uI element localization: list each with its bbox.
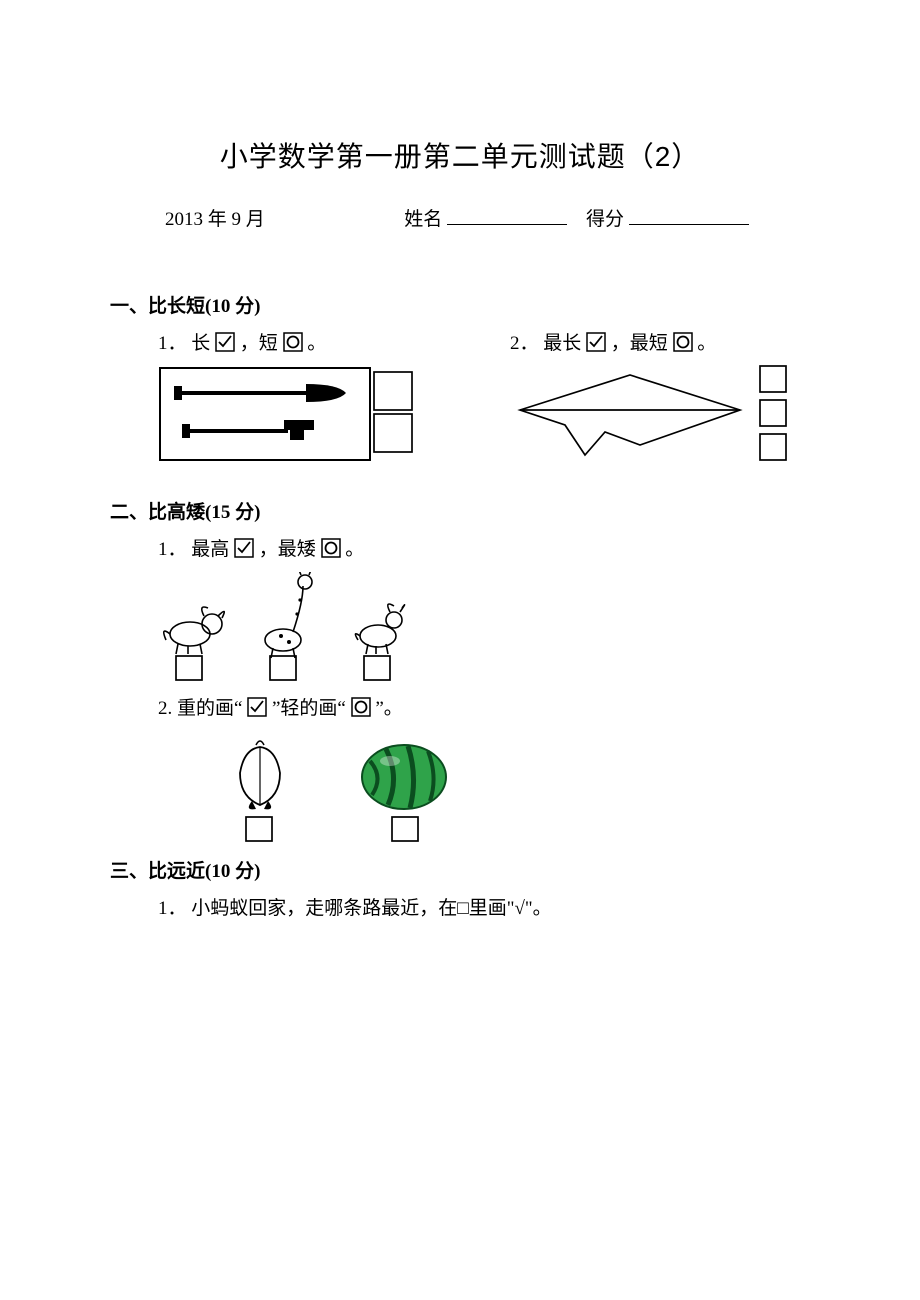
- page: 小学数学第一册第二单元测试题（2） 2013 年 9 月 姓名 得分 一、比长短…: [0, 0, 920, 968]
- q1-2-word-longest: 最长: [543, 333, 581, 354]
- section-1-body: 1． 长 ，短 。: [110, 328, 810, 475]
- q1-2-period: 。: [697, 333, 716, 354]
- circle-in-box-icon: [351, 697, 371, 723]
- score-label: 得分: [586, 209, 624, 230]
- circle-in-box-icon: [673, 332, 693, 358]
- q1-1-word-long: 长: [191, 333, 210, 354]
- q1-1-word-short: ，短: [240, 333, 278, 354]
- q2-1-index: 1．: [158, 539, 187, 560]
- section-2-heading: 二、比高矮(15 分): [110, 497, 810, 524]
- info-line: 2013 年 9 月 姓名 得分: [165, 203, 810, 231]
- section-2-title: 比高矮: [148, 502, 205, 523]
- q1-1-period: 。: [307, 333, 326, 354]
- q3-1-index: 1．: [158, 898, 187, 919]
- q2-2-text-c: ”。: [375, 698, 402, 719]
- section-1-num: 一、: [110, 296, 148, 317]
- score-blank[interactable]: [629, 203, 749, 225]
- q2-1-period: 。: [345, 539, 364, 560]
- date-text: 2013 年 9 月: [165, 209, 265, 230]
- q2-1-prompt: 1． 最高 ，最矮 。: [158, 534, 810, 564]
- kite-figure: [510, 360, 810, 475]
- q3-1-text: 小蚂蚁回家，走哪条路最近，在□里画"√"。: [191, 898, 551, 919]
- animals-figure: [158, 572, 810, 687]
- circle-in-box-icon: [283, 332, 303, 358]
- q1-2-index: 2．: [510, 333, 539, 354]
- q2-2-index: 2.: [158, 698, 172, 719]
- section-3-points: (10 分): [205, 861, 260, 882]
- q2-2-text-b: ”轻的画“: [272, 698, 346, 719]
- check-in-box-icon: [247, 697, 267, 723]
- section-2-points: (15 分): [205, 502, 260, 523]
- section-3-num: 三、: [110, 861, 148, 882]
- section-1-points: (10 分): [205, 296, 260, 317]
- q1-left: 1． 长 ，短 。: [110, 328, 440, 475]
- q1-2-word-shortest: ，最短: [611, 333, 668, 354]
- check-in-box-icon: [586, 332, 606, 358]
- q1-1-prompt: 1． 长 ，短 。: [158, 328, 440, 358]
- section-1-title: 比长短: [148, 296, 205, 317]
- q1-right: 2． 最长 ，最短 。: [510, 328, 810, 475]
- section-1-heading: 一、比长短(10 分): [110, 291, 810, 318]
- check-in-box-icon: [215, 332, 235, 358]
- section-2-num: 二、: [110, 502, 148, 523]
- check-in-box-icon: [234, 538, 254, 564]
- q1-2-prompt: 2． 最长 ，最短 。: [510, 328, 810, 358]
- q3-1-prompt: 1． 小蚂蚁回家，走哪条路最近，在□里画"√"。: [158, 893, 810, 920]
- name-blank[interactable]: [447, 203, 567, 225]
- fruits-figure: [220, 735, 810, 850]
- q2-2-prompt: 2. 重的画“ ”轻的画“ ”。: [158, 693, 810, 723]
- page-title: 小学数学第一册第二单元测试题（2）: [110, 135, 810, 175]
- q1-1-index: 1．: [158, 333, 187, 354]
- q2-1-word-tallest: 最高: [191, 539, 229, 560]
- section-3-title: 比远近: [148, 861, 205, 882]
- tools-figure: [158, 366, 440, 471]
- name-label: 姓名: [404, 209, 442, 230]
- q2-1-word-shortest: ，最矮: [259, 539, 316, 560]
- circle-in-box-icon: [321, 538, 341, 564]
- q2-2-text-a: 重的画“: [177, 698, 242, 719]
- section-3-heading: 三、比远近(10 分): [110, 856, 810, 883]
